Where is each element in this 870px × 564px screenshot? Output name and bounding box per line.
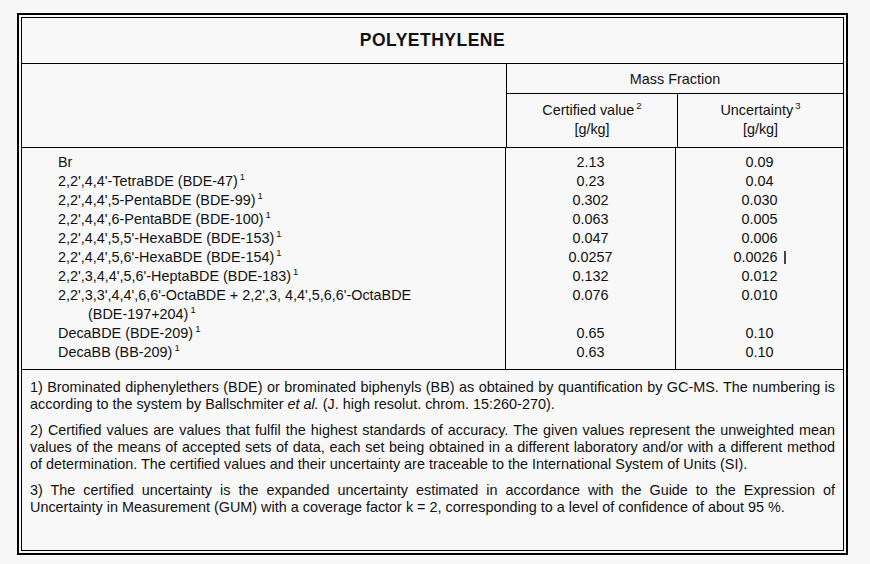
footnote-ref-3: 3: [795, 100, 800, 111]
text-cursor-artifact: [784, 251, 786, 264]
uncertainty-value: 0.04: [676, 172, 843, 191]
table-header: Mass Fraction Certified value2 [g/kg] Un…: [22, 64, 843, 148]
certified-value-column: 2.13 0.23 0.302 0.063 0.047 0.0257 0.132…: [506, 148, 676, 369]
table-body: Br 2,2',4,4'-TetraBDE (BDE-47)1 2,2',4,4…: [22, 148, 843, 370]
footnote-2: 2) Certified values are values that fulf…: [30, 422, 835, 473]
footnote-1: 1) Brominated diphenylethers (BDE) or br…: [30, 379, 835, 413]
uncertainty-header: Uncertainty3 [g/kg]: [678, 94, 843, 147]
certificate-table-frame: POLYETHYLENE Mass Fraction Certified val…: [17, 13, 848, 555]
uncertainty-label: Uncertainty3: [678, 101, 843, 120]
mass-fraction-label: Mass Fraction: [630, 71, 720, 87]
uncertainty-value: 0.10: [676, 343, 843, 362]
compound-name: 2,2',3,4,4',5,6'-HeptaBDE (BDE-183)1: [58, 267, 505, 286]
et-al-italic: et al.: [288, 396, 319, 412]
header-empty-cell: [22, 64, 507, 147]
certified-value: 0.63: [506, 343, 675, 362]
compound-name: 2,2',4,4'-TetraBDE (BDE-47)1: [58, 172, 505, 191]
compound-name: DecaBDE (BDE-209)1: [58, 324, 505, 343]
footnote-3: 3) The certified uncertainty is the expa…: [30, 482, 835, 516]
certified-value: 2.13: [506, 153, 675, 172]
subheader-row: Certified value2 [g/kg] Uncertainty3 [g/…: [507, 94, 843, 147]
uncertainty-value: 0.005: [676, 210, 843, 229]
uncertainty-column: 0.09 0.04 0.030 0.005 0.006 0.0026 0.012…: [676, 148, 843, 369]
certified-value: 0.063: [506, 210, 675, 229]
empty-cell: [506, 305, 675, 324]
mass-fraction-header: Mass Fraction: [507, 64, 843, 94]
header-value-group: Mass Fraction Certified value2 [g/kg] Un…: [507, 64, 843, 147]
compound-name: 2,2',4,4',5,5'-HexaBDE (BDE-153)1: [58, 229, 505, 248]
compound-name: DecaBB (BB-209)1: [58, 343, 505, 362]
uncertainty-value: 0.006: [676, 229, 843, 248]
footnote-ref-2: 2: [636, 100, 641, 111]
compound-name: 2,2',3,3',4,4',6,6'-OctaBDE + 2,2',3, 4,…: [58, 286, 505, 305]
certified-value-unit: [g/kg]: [507, 120, 677, 139]
certified-value-header: Certified value2 [g/kg]: [507, 94, 678, 147]
uncertainty-value: 0.012: [676, 267, 843, 286]
compound-name-column: Br 2,2',4,4'-TetraBDE (BDE-47)1 2,2',4,4…: [22, 148, 506, 369]
certified-value: 0.076: [506, 286, 675, 305]
uncertainty-value: 0.010: [676, 286, 843, 305]
certified-value: 0.132: [506, 267, 675, 286]
uncertainty-unit: [g/kg]: [678, 120, 843, 139]
certified-value: 0.23: [506, 172, 675, 191]
compound-name: Br: [58, 153, 505, 172]
uncertainty-value: 0.09: [676, 153, 843, 172]
certified-value: 0.047: [506, 229, 675, 248]
certified-value: 0.65: [506, 324, 675, 343]
compound-name: 2,2',4,4',6-PentaBDE (BDE-100)1: [58, 210, 505, 229]
uncertainty-value: 0.0026: [676, 248, 843, 267]
footnotes-section: 1) Brominated diphenylethers (BDE) or br…: [22, 370, 843, 550]
certified-value-label: Certified value2: [507, 101, 677, 120]
compound-name: 2,2',4,4',5,6'-HexaBDE (BDE-154)1: [58, 248, 505, 267]
uncertainty-value: 0.10: [676, 324, 843, 343]
certified-value: 0.0257: [506, 248, 675, 267]
empty-cell: [676, 305, 843, 324]
document-page: POLYETHYLENE Mass Fraction Certified val…: [0, 0, 870, 564]
compound-name: 2,2',4,4',5-PentaBDE (BDE-99)1: [58, 191, 505, 210]
compound-name-wrap: (BDE-197+204)1: [58, 305, 505, 324]
certificate-table: POLYETHYLENE Mass Fraction Certified val…: [21, 17, 844, 551]
table-title: POLYETHYLENE: [22, 18, 843, 64]
certified-value: 0.302: [506, 191, 675, 210]
uncertainty-value: 0.030: [676, 191, 843, 210]
